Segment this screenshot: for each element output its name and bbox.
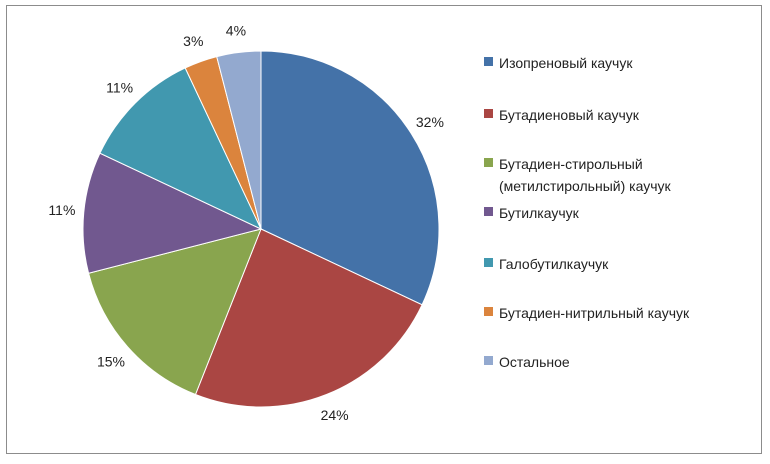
legend-item-isoprene: Изопреновый каучук bbox=[484, 52, 632, 74]
data-label-nitrile: 3% bbox=[183, 33, 203, 49]
data-label-isoprene: 32% bbox=[416, 114, 444, 130]
legend-swatch bbox=[484, 356, 493, 365]
legend-item-butadiene: Бутадиеновый каучук bbox=[484, 104, 639, 126]
legend-swatch bbox=[484, 258, 493, 267]
pie-slice-halobutyl bbox=[99, 67, 263, 231]
pie-slice-butadiene-styrene bbox=[87, 228, 262, 396]
legend-swatch bbox=[484, 207, 493, 216]
pie-slice-butyl bbox=[82, 152, 263, 274]
legend-label: Остальное bbox=[499, 354, 570, 370]
legend-label: Бутадиен-стирольный (метилстирольный) ка… bbox=[499, 156, 671, 194]
pie-slice-butadiene bbox=[194, 228, 423, 408]
data-label-butadiene: 24% bbox=[321, 407, 349, 423]
legend-item-other: Остальное bbox=[484, 351, 570, 373]
legend-swatch bbox=[484, 109, 493, 118]
legend-item-butadiene-styrene: Бутадиен-стирольный (метилстирольный) ка… bbox=[484, 153, 671, 197]
data-label-halobutyl: 11% bbox=[106, 80, 133, 96]
pie-slice-other bbox=[216, 50, 262, 230]
legend-swatch bbox=[484, 158, 493, 167]
legend-label: Бутадиеновый каучук bbox=[499, 107, 639, 123]
legend-swatch bbox=[484, 307, 493, 316]
legend-item-halobutyl: Галобутилкаучук bbox=[484, 253, 608, 275]
legend-label: Бутадиен-нитрильный каучук bbox=[499, 305, 690, 321]
legend-label: Галобутилкаучук bbox=[499, 256, 609, 272]
legend-swatch bbox=[484, 57, 493, 66]
legend-label: Бутилкаучук bbox=[499, 205, 579, 221]
pie-slice-isoprene bbox=[260, 50, 440, 306]
legend-item-butyl: Бутилкаучук bbox=[484, 202, 579, 224]
data-label-other: 4% bbox=[226, 23, 246, 39]
data-label-butadiene-styrene: 15% bbox=[97, 353, 125, 369]
data-label-butyl: 11% bbox=[48, 202, 75, 218]
legend-label: Изопреновый каучук bbox=[499, 55, 633, 71]
legend-item-nitrile: Бутадиен-нитрильный каучук bbox=[484, 302, 689, 324]
